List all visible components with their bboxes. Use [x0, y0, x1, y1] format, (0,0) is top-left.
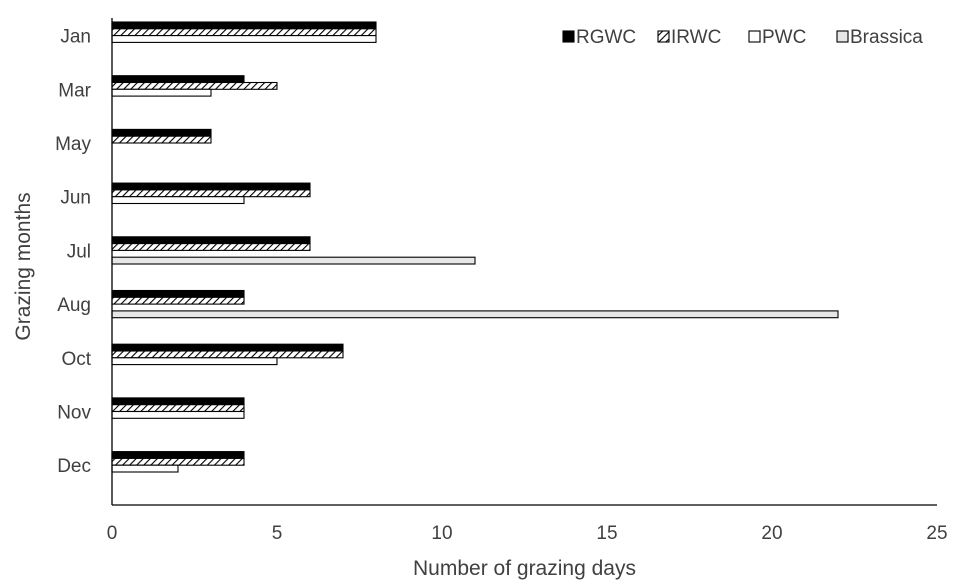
legend-label-irwc: IRWC	[671, 27, 721, 48]
axes-layer	[111, 18, 937, 506]
bar-pwc-dec	[111, 464, 179, 473]
legend-label-rgwc: RGWC	[576, 27, 636, 48]
x-tick-label-0: 0	[107, 523, 118, 544]
x-tick-labels: 0 5 10 15 20 25	[107, 523, 948, 544]
bar-rgwc-jun	[111, 182, 311, 191]
legend-swatch-brassica	[836, 30, 849, 43]
bar-rgwc-may	[111, 128, 212, 137]
bar-rgwc-aug	[111, 289, 245, 298]
y-axis-title: Grazing months	[12, 192, 35, 340]
bar-pwc-nov	[111, 410, 245, 419]
y-tick-label-jan: Jan	[60, 27, 91, 48]
bar-rgwc-jan	[111, 21, 377, 30]
x-tick-label-5: 5	[272, 523, 283, 544]
y-tick-label-oct: Oct	[61, 349, 91, 370]
bar-rgwc-jul	[111, 236, 311, 245]
bar-rgwc-dec	[111, 451, 245, 459]
x-tick-label-20: 20	[761, 523, 782, 544]
legend-label-brassica: Brassica	[850, 27, 923, 48]
bar-irwc-aug	[111, 296, 245, 305]
legend-swatch-irwc	[657, 30, 670, 43]
bar-pwc-oct	[111, 357, 278, 366]
bar-pwc-jan	[111, 35, 377, 43]
bar-irwc-mar	[111, 81, 278, 90]
bar-pwc-jun	[111, 196, 245, 205]
bar-irwc-jul	[111, 243, 311, 251]
legend-swatch-rgwc	[562, 30, 575, 43]
bar-irwc-nov	[111, 404, 245, 413]
bar-irwc-oct	[111, 350, 344, 359]
bar-brassica-aug	[111, 310, 839, 319]
bar-rgwc-nov	[111, 397, 245, 406]
bar-irwc-jun	[111, 189, 311, 198]
x-axis-title: Number of grazing days	[413, 557, 636, 580]
x-tick-label-10: 10	[431, 523, 452, 544]
y-tick-label-may: May	[55, 134, 91, 155]
bar-irwc-may	[111, 135, 212, 144]
y-tick-labels: Jan Mar May Jun Jul Aug Oct Nov Dec	[55, 27, 92, 478]
bars-layer	[111, 21, 839, 473]
legend: RGWC IRWC PWC Brassica	[562, 27, 923, 48]
bar-pwc-mar	[111, 88, 212, 97]
bar-brassica-jul	[111, 256, 476, 265]
bar-irwc-jan	[111, 28, 377, 37]
y-tick-label-mar: Mar	[58, 80, 91, 101]
bar-rgwc-oct	[111, 343, 344, 352]
y-tick-label-jul: Jul	[67, 241, 91, 262]
bar-rgwc-mar	[111, 75, 245, 84]
x-tick-label-25: 25	[926, 523, 947, 544]
y-tick-label-jun: Jun	[60, 188, 91, 209]
y-tick-label-nov: Nov	[57, 403, 91, 424]
legend-label-pwc: PWC	[762, 27, 806, 48]
bar-irwc-dec	[111, 457, 245, 466]
y-tick-label-aug: Aug	[57, 295, 91, 316]
y-tick-label-dec: Dec	[57, 456, 91, 477]
x-tick-label-15: 15	[596, 523, 617, 544]
legend-swatch-pwc	[748, 30, 761, 43]
